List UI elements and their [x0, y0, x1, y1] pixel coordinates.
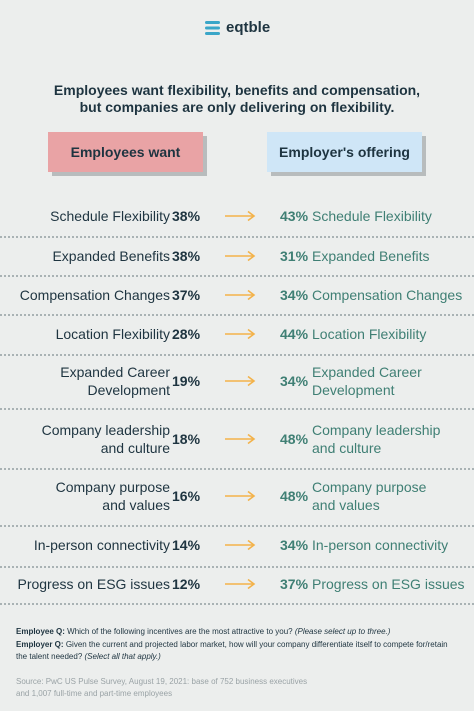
label-line: Location Flexibility	[312, 326, 427, 342]
offer-percent: 37%	[280, 576, 309, 592]
separator	[0, 314, 474, 316]
arrow	[225, 328, 256, 340]
question-label: Employer Q:	[16, 640, 64, 649]
want-label: Expanded Benefits	[5, 247, 170, 265]
separator	[0, 525, 474, 527]
headline: Employees want flexibility, benefits and…	[53, 82, 421, 98]
want-percent: 28%	[172, 326, 201, 342]
want-label: Progress on ESG issues	[5, 575, 170, 593]
label-line: and culture	[312, 440, 382, 456]
want-percent: 38%	[172, 208, 201, 224]
label-line: In-person connectivity	[33, 537, 170, 553]
offer-percent: 48%	[280, 431, 309, 447]
offer-percent: 34%	[280, 373, 309, 389]
logo-text: eqtble	[226, 19, 271, 36]
offer-label: In-person connectivity	[312, 536, 472, 554]
separator	[0, 468, 474, 470]
question-label: Employee Q:	[16, 627, 65, 636]
offer-label: Schedule Flexibility	[312, 207, 472, 225]
question-note: (Please select up to three.)	[294, 627, 391, 636]
separator	[0, 566, 474, 568]
label-line: Expanded Career	[312, 364, 422, 380]
separator	[0, 275, 474, 277]
question-text: Given the current and projected labor ma…	[16, 640, 448, 661]
label-line: Progress on ESG issues	[312, 576, 465, 592]
offer-percent: 48%	[280, 488, 309, 504]
offer-label: Expanded Benefits	[312, 247, 472, 265]
want-label: In-person connectivity	[5, 536, 170, 554]
label-line: Company leadership	[312, 422, 441, 438]
offer-label: Progress on ESG issues	[312, 575, 472, 593]
arrow	[225, 578, 256, 590]
label-line: Compensation Changes	[312, 287, 463, 303]
want-label: Compensation Changes	[5, 286, 170, 304]
label-line: Expanded Benefits	[312, 248, 430, 264]
label-line: Expanded Career	[60, 364, 170, 380]
separator	[0, 236, 474, 238]
arrow	[225, 539, 256, 551]
want-percent: 16%	[172, 488, 201, 504]
want-percent: 37%	[172, 287, 201, 303]
separator	[0, 603, 474, 605]
arrow	[225, 289, 256, 301]
column-header: Employees want	[48, 132, 203, 172]
label-line: In-person connectivity	[312, 537, 449, 553]
source: Source: PwC US Pulse Survey, August 19, …	[16, 677, 308, 698]
offer-label: Compensation Changes	[312, 286, 472, 304]
label-line: Schedule Flexibility	[50, 208, 170, 224]
separator	[0, 354, 474, 356]
separator	[0, 408, 474, 410]
offer-label: Expanded Career Development	[312, 363, 472, 399]
question: Employer Q: Given the current and projec…	[16, 639, 456, 663]
column-header: Employer's offering	[267, 132, 422, 172]
label-line: Development	[87, 382, 171, 398]
label-line: Location Flexibility	[55, 326, 170, 342]
label-line: Schedule Flexibility	[312, 208, 432, 224]
arrow	[225, 250, 256, 262]
arrow	[225, 490, 256, 502]
want-label: Schedule Flexibility	[5, 207, 170, 225]
offer-percent: 44%	[280, 326, 309, 342]
arrow	[225, 375, 256, 387]
offer-label: Company purpose and values	[312, 478, 472, 514]
want-label: Company purpose and values	[5, 478, 170, 514]
want-percent: 18%	[172, 431, 201, 447]
want-percent: 14%	[172, 537, 201, 553]
label-line: Development	[312, 382, 395, 398]
label-line: Company purpose	[55, 479, 170, 495]
label-line: and values	[102, 497, 170, 513]
offer-label: Company leadership and culture	[312, 421, 472, 457]
question-text: Which of the following incentives are th…	[67, 627, 293, 636]
offer-percent: 34%	[280, 537, 309, 553]
label-line: Company leadership	[41, 422, 170, 438]
offer-percent: 31%	[280, 248, 309, 264]
logo-icon	[205, 21, 220, 35]
want-label: Company leadership and culture	[5, 421, 170, 457]
question-note: (Select all that apply.)	[84, 652, 161, 661]
arrow	[225, 433, 256, 445]
headline: but companies are only delivering on fle…	[79, 99, 395, 115]
label-line: Progress on ESG issues	[17, 576, 170, 592]
want-percent: 19%	[172, 373, 201, 389]
offer-percent: 43%	[280, 208, 309, 224]
label-line: Expanded Benefits	[52, 248, 170, 264]
arrow	[225, 210, 256, 222]
offer-label: Location Flexibility	[312, 325, 472, 343]
offer-percent: 34%	[280, 287, 309, 303]
label-line: Compensation Changes	[19, 287, 170, 303]
label-line: Company purpose	[312, 479, 427, 495]
want-label: Location Flexibility	[5, 325, 170, 343]
question: Employee Q: Which of the following incen…	[16, 626, 456, 638]
label-line: and values	[312, 497, 380, 513]
want-percent: 12%	[172, 576, 201, 592]
want-label: Expanded Career Development	[5, 363, 170, 399]
want-percent: 38%	[172, 248, 201, 264]
label-line: and culture	[100, 440, 170, 456]
